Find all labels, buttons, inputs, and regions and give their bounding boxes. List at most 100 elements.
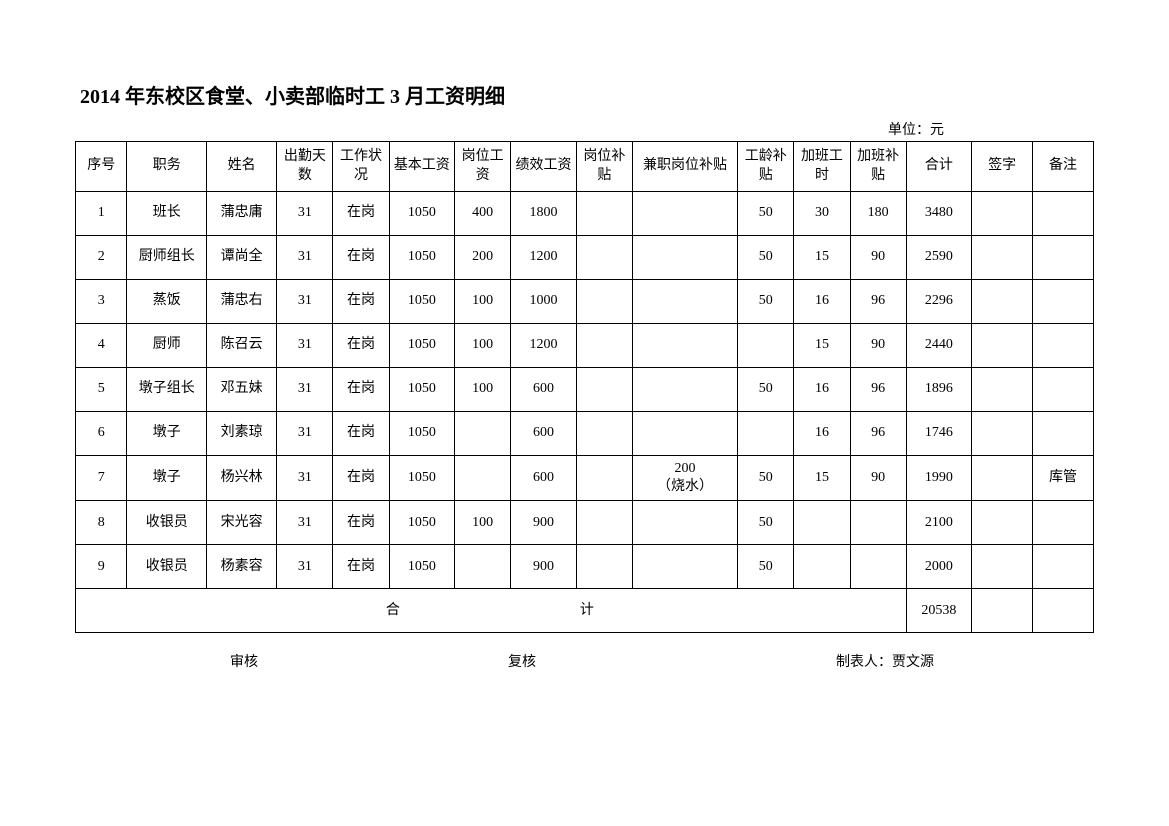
cell-allow bbox=[576, 545, 632, 589]
cell-duty: 墩子 bbox=[127, 456, 207, 501]
cell-name: 宋光容 bbox=[207, 501, 277, 545]
cell-sign bbox=[972, 192, 1033, 236]
cell-perf: 600 bbox=[511, 456, 577, 501]
cell-allow bbox=[576, 456, 632, 501]
cell-allow bbox=[576, 280, 632, 324]
cell-sign bbox=[972, 280, 1033, 324]
cell-otpay bbox=[850, 501, 906, 545]
total-sign bbox=[972, 589, 1033, 633]
cell-base: 1050 bbox=[389, 368, 455, 412]
total-label: 合计 bbox=[76, 589, 907, 633]
cell-name: 邓五妹 bbox=[207, 368, 277, 412]
cell-days: 31 bbox=[277, 501, 333, 545]
col-header: 加班工时 bbox=[794, 142, 850, 192]
cell-seq: 6 bbox=[76, 412, 127, 456]
col-header: 序号 bbox=[76, 142, 127, 192]
cell-part bbox=[632, 236, 737, 280]
cell-total: 1746 bbox=[906, 412, 972, 456]
cell-base: 1050 bbox=[389, 324, 455, 368]
cell-allow bbox=[576, 501, 632, 545]
cell-total: 2100 bbox=[906, 501, 972, 545]
cell-days: 31 bbox=[277, 236, 333, 280]
cell-othrs: 16 bbox=[794, 280, 850, 324]
cell-post: 100 bbox=[455, 324, 511, 368]
cell-seq: 8 bbox=[76, 501, 127, 545]
cell-allow bbox=[576, 192, 632, 236]
col-header: 绩效工资 bbox=[511, 142, 577, 192]
cell-allow bbox=[576, 368, 632, 412]
cell-sign bbox=[972, 412, 1033, 456]
cell-othrs: 16 bbox=[794, 368, 850, 412]
total-value: 20538 bbox=[906, 589, 972, 633]
cell-name: 蒲忠庸 bbox=[207, 192, 277, 236]
cell-status: 在岗 bbox=[333, 236, 389, 280]
cell-base: 1050 bbox=[389, 412, 455, 456]
cell-seq: 9 bbox=[76, 545, 127, 589]
cell-othrs: 15 bbox=[794, 456, 850, 501]
cell-otpay: 90 bbox=[850, 324, 906, 368]
cell-duty: 墩子组长 bbox=[127, 368, 207, 412]
col-header: 兼职岗位补贴 bbox=[632, 142, 737, 192]
cell-status: 在岗 bbox=[333, 501, 389, 545]
cell-senior bbox=[738, 412, 794, 456]
table-header-row: 序号 职务 姓名 出勤天数 工作状况 基本工资 岗位工资 绩效工资 岗位补贴 兼… bbox=[76, 142, 1094, 192]
cell-seq: 3 bbox=[76, 280, 127, 324]
cell-part bbox=[632, 368, 737, 412]
cell-part: 200（烧水） bbox=[632, 456, 737, 501]
cell-perf: 1200 bbox=[511, 236, 577, 280]
cell-name: 陈召云 bbox=[207, 324, 277, 368]
col-header: 出勤天数 bbox=[277, 142, 333, 192]
footer-review: 复核 bbox=[508, 651, 536, 671]
cell-remark bbox=[1033, 501, 1094, 545]
cell-part bbox=[632, 192, 737, 236]
cell-status: 在岗 bbox=[333, 412, 389, 456]
cell-remark bbox=[1033, 545, 1094, 589]
cell-days: 31 bbox=[277, 324, 333, 368]
cell-days: 31 bbox=[277, 412, 333, 456]
cell-remark bbox=[1033, 236, 1094, 280]
cell-part bbox=[632, 280, 737, 324]
cell-sign bbox=[972, 501, 1033, 545]
cell-allow bbox=[576, 324, 632, 368]
cell-name: 蒲忠右 bbox=[207, 280, 277, 324]
cell-perf: 600 bbox=[511, 368, 577, 412]
cell-total: 2296 bbox=[906, 280, 972, 324]
cell-seq: 4 bbox=[76, 324, 127, 368]
cell-senior: 50 bbox=[738, 280, 794, 324]
page-title: 2014 年东校区食堂、小卖部临时工 3 月工资明细 bbox=[75, 80, 1094, 109]
cell-post: 200 bbox=[455, 236, 511, 280]
cell-name: 杨素容 bbox=[207, 545, 277, 589]
col-header: 岗位补贴 bbox=[576, 142, 632, 192]
cell-post: 100 bbox=[455, 280, 511, 324]
cell-senior: 50 bbox=[738, 368, 794, 412]
cell-perf: 600 bbox=[511, 412, 577, 456]
cell-duty: 蒸饭 bbox=[127, 280, 207, 324]
cell-days: 31 bbox=[277, 545, 333, 589]
cell-perf: 1800 bbox=[511, 192, 577, 236]
cell-othrs bbox=[794, 501, 850, 545]
cell-total: 3480 bbox=[906, 192, 972, 236]
cell-base: 1050 bbox=[389, 280, 455, 324]
cell-senior: 50 bbox=[738, 545, 794, 589]
cell-status: 在岗 bbox=[333, 324, 389, 368]
cell-duty: 墩子 bbox=[127, 412, 207, 456]
cell-senior: 50 bbox=[738, 236, 794, 280]
cell-sign bbox=[972, 545, 1033, 589]
col-header: 基本工资 bbox=[389, 142, 455, 192]
cell-duty: 班长 bbox=[127, 192, 207, 236]
footer-row: 审核 复核 制表人：贾文源 bbox=[75, 651, 1094, 671]
cell-duty: 厨师组长 bbox=[127, 236, 207, 280]
col-header: 职务 bbox=[127, 142, 207, 192]
cell-duty: 厨师 bbox=[127, 324, 207, 368]
cell-duty: 收银员 bbox=[127, 501, 207, 545]
cell-perf: 1000 bbox=[511, 280, 577, 324]
cell-part bbox=[632, 324, 737, 368]
cell-otpay: 96 bbox=[850, 412, 906, 456]
cell-status: 在岗 bbox=[333, 368, 389, 412]
cell-perf: 900 bbox=[511, 545, 577, 589]
cell-remark: 库管 bbox=[1033, 456, 1094, 501]
cell-total: 1896 bbox=[906, 368, 972, 412]
cell-sign bbox=[972, 236, 1033, 280]
cell-name: 杨兴林 bbox=[207, 456, 277, 501]
cell-senior: 50 bbox=[738, 192, 794, 236]
